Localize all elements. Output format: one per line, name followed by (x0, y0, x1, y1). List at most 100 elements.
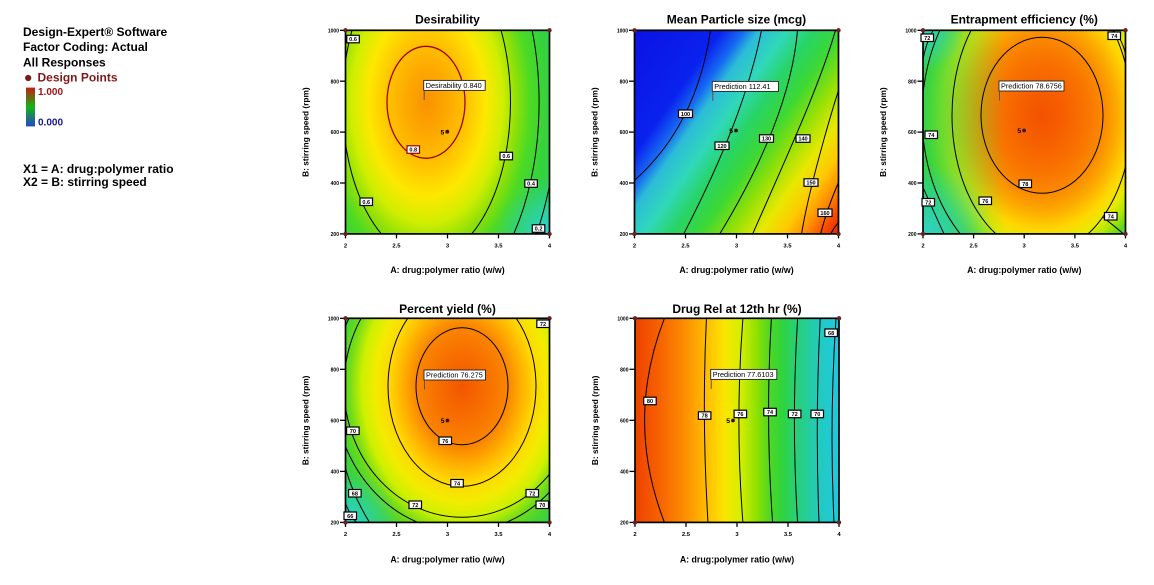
svg-text:130: 130 (762, 137, 771, 143)
svg-text:72: 72 (792, 412, 798, 418)
svg-text:4: 4 (837, 532, 841, 538)
svg-text:1000: 1000 (328, 28, 339, 34)
svg-text:74: 74 (454, 481, 461, 487)
svg-text:3.5: 3.5 (784, 532, 793, 538)
svg-text:1000: 1000 (328, 316, 339, 322)
svg-text:5: 5 (726, 418, 730, 425)
svg-text:72: 72 (529, 491, 535, 497)
svg-text:1.000: 1.000 (38, 87, 63, 98)
svg-text:3: 3 (446, 532, 450, 538)
svg-text:76: 76 (982, 199, 988, 205)
svg-text:B: stirring speed (rpm): B: stirring speed (rpm) (301, 87, 311, 177)
svg-text:0.2: 0.2 (535, 227, 543, 233)
svg-text:Entrapment efficiency (%): Entrapment efficiency (%) (951, 13, 1098, 27)
svg-text:150: 150 (806, 181, 815, 187)
svg-text:200: 200 (908, 232, 917, 238)
svg-text:Desirability 0.840: Desirability 0.840 (426, 81, 482, 90)
svg-text:0.8: 0.8 (409, 148, 417, 154)
svg-text:200: 200 (331, 521, 340, 527)
svg-text:600: 600 (620, 418, 629, 424)
svg-text:800: 800 (620, 79, 629, 85)
svg-text:70: 70 (814, 412, 820, 418)
svg-text:600: 600 (908, 130, 917, 136)
svg-text:0.6: 0.6 (349, 37, 357, 43)
svg-text:A: drug:polymer ratio (w/w): A: drug:polymer ratio (w/w) (390, 265, 504, 275)
svg-text:X2 = B: stirring speed: X2 = B: stirring speed (23, 175, 147, 189)
svg-text:120: 120 (717, 144, 726, 150)
svg-text:78: 78 (702, 414, 708, 420)
svg-text:2.5: 2.5 (681, 243, 690, 249)
svg-text:2: 2 (921, 243, 925, 249)
svg-text:A: drug:polymer ratio (w/w): A: drug:polymer ratio (w/w) (390, 555, 504, 565)
svg-text:5: 5 (1017, 128, 1021, 135)
svg-text:4: 4 (837, 243, 841, 249)
svg-text:A: drug:polymer ratio (w/w): A: drug:polymer ratio (w/w) (967, 265, 1081, 275)
svg-text:2.5: 2.5 (392, 243, 401, 249)
svg-text:600: 600 (331, 418, 340, 424)
svg-text:3: 3 (1023, 243, 1027, 249)
svg-text:B: stirring speed (rpm): B: stirring speed (rpm) (878, 87, 888, 177)
svg-text:200: 200 (331, 232, 340, 238)
svg-text:4: 4 (548, 532, 552, 538)
svg-text:3.5: 3.5 (783, 243, 792, 249)
svg-text:72: 72 (925, 200, 931, 206)
svg-text:160: 160 (820, 211, 829, 217)
svg-text:Design-Expert® Software: Design-Expert® Software (23, 25, 168, 39)
svg-text:X1 = A: drug:polymer ratio: X1 = A: drug:polymer ratio (23, 162, 174, 176)
svg-text:Drug Rel at 12th hr (%): Drug Rel at 12th hr (%) (672, 302, 801, 316)
svg-text:2.5: 2.5 (392, 532, 401, 538)
svg-text:3.5: 3.5 (1071, 243, 1080, 249)
svg-text:1000: 1000 (905, 28, 916, 34)
svg-text:74: 74 (1108, 214, 1115, 220)
svg-text:68: 68 (352, 491, 358, 497)
svg-text:76: 76 (442, 439, 448, 445)
svg-text:2.5: 2.5 (682, 532, 691, 538)
svg-text:400: 400 (620, 470, 629, 476)
svg-text:70: 70 (350, 429, 356, 435)
svg-text:140: 140 (798, 137, 807, 143)
svg-text:A: drug:polymer ratio (w/w): A: drug:polymer ratio (w/w) (679, 265, 793, 275)
svg-text:72: 72 (540, 322, 546, 328)
svg-text:Prediction 112.41: Prediction 112.41 (714, 82, 770, 91)
svg-text:74: 74 (767, 410, 774, 416)
svg-text:0.000: 0.000 (38, 117, 63, 128)
svg-text:1000: 1000 (617, 28, 628, 34)
svg-text:2: 2 (633, 243, 637, 249)
svg-text:3: 3 (735, 243, 739, 249)
svg-text:All Responses: All Responses (23, 55, 106, 69)
svg-text:800: 800 (331, 367, 340, 373)
svg-text:B: stirring speed (rpm): B: stirring speed (rpm) (590, 375, 600, 465)
svg-text:70: 70 (539, 503, 545, 509)
svg-text:72: 72 (412, 503, 418, 509)
svg-text:68: 68 (828, 331, 834, 337)
svg-text:200: 200 (620, 232, 629, 238)
svg-text:80: 80 (647, 399, 653, 405)
svg-text:2: 2 (633, 532, 637, 538)
svg-text:5: 5 (441, 129, 445, 136)
svg-text:200: 200 (620, 521, 629, 527)
svg-text:0.6: 0.6 (502, 154, 510, 160)
svg-text:78: 78 (1022, 182, 1028, 188)
svg-text:600: 600 (620, 130, 629, 136)
svg-text:3.5: 3.5 (494, 532, 503, 538)
svg-text:400: 400 (331, 181, 340, 187)
svg-text:400: 400 (331, 470, 340, 476)
svg-text:66: 66 (347, 514, 353, 520)
svg-text:5: 5 (441, 418, 445, 425)
svg-text:3: 3 (735, 532, 739, 538)
svg-text:3.5: 3.5 (494, 243, 503, 249)
svg-text:Prediction 76.275: Prediction 76.275 (426, 370, 483, 379)
svg-text:Design Points: Design Points (38, 71, 118, 85)
svg-text:A: drug:polymer ratio (w/w): A: drug:polymer ratio (w/w) (680, 555, 794, 565)
svg-text:74: 74 (1111, 34, 1118, 40)
svg-text:B: stirring speed (rpm): B: stirring speed (rpm) (301, 375, 311, 465)
svg-text:1000: 1000 (617, 316, 628, 322)
svg-text:Prediction 78.6756: Prediction 78.6756 (1001, 81, 1062, 90)
svg-text:800: 800 (908, 79, 917, 85)
svg-text:800: 800 (331, 79, 340, 85)
svg-text:2: 2 (344, 532, 348, 538)
svg-text:0.4: 0.4 (527, 182, 536, 188)
svg-text:B: stirring speed (rpm): B: stirring speed (rpm) (590, 87, 600, 177)
svg-text:4: 4 (1124, 243, 1128, 249)
svg-text:800: 800 (620, 367, 629, 373)
